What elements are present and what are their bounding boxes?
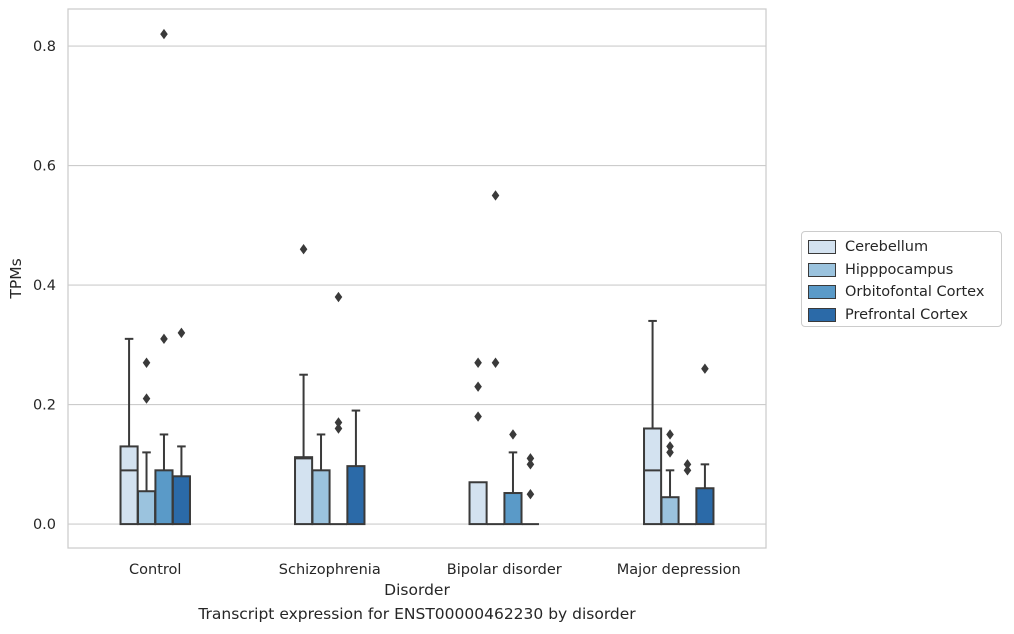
legend-swatch-prefrontal-cortex — [808, 307, 836, 322]
plot-area-frame — [67, 8, 767, 549]
box-element — [486, 190, 505, 526]
outlier-point — [666, 447, 674, 458]
outlier-point — [142, 357, 151, 368]
box-iqr — [346, 465, 366, 526]
legend-swatch-orbitofrontal-cortex — [808, 285, 836, 300]
tick-labels: 0.0 0.2 0.4 0.6 0.8 Control Schizophrenia Bipol… — [33, 39, 741, 578]
box-element — [468, 357, 488, 526]
outlier-point — [526, 459, 535, 470]
box-iqr — [119, 445, 139, 526]
outlier-point — [474, 357, 482, 368]
outlier-point — [299, 244, 308, 255]
box-iqr — [311, 469, 331, 526]
outlier-point — [334, 291, 343, 303]
box-element — [136, 357, 157, 526]
y-tick-label: 0.0 — [33, 517, 56, 533]
figure-caption: Transcript expression for ENST0000046223… — [198, 605, 636, 623]
box-iqr — [660, 496, 680, 526]
legend-item-prefrontal-cortex: Prefrontal Cortex — [808, 304, 1001, 327]
box-iqr — [503, 492, 523, 526]
legend-label-orbitofrontal-cortex: Orbitofontal Cortex — [845, 284, 985, 301]
box-element — [660, 429, 680, 526]
outlier-point — [177, 327, 186, 339]
outlier-point — [509, 429, 517, 440]
y-axis-label: TPMs — [7, 258, 25, 299]
box-element — [695, 363, 715, 526]
box-iqr — [468, 481, 488, 526]
legend-label-hippocampus: Hipppocampus — [845, 261, 954, 278]
box-element — [311, 433, 331, 526]
outlier-point — [160, 333, 168, 345]
box-element — [503, 429, 523, 526]
box-element — [119, 337, 139, 526]
y-tick-label: 0.6 — [33, 159, 56, 175]
box-iqr — [154, 469, 174, 526]
y-tick-label: 0.4 — [33, 278, 56, 294]
box-plot-series — [119, 28, 715, 526]
outlier-point — [683, 465, 692, 476]
legend-item-cerebellum: Cerebellum — [808, 236, 1001, 259]
legend-swatch-hippocampus — [808, 262, 836, 277]
legend-item-hippocampus: Hipppocampus — [808, 259, 1001, 282]
box-iqr — [695, 487, 715, 526]
box-iqr — [171, 475, 191, 526]
outlier-point — [334, 423, 343, 434]
box-iqr — [643, 427, 663, 526]
outlier-point — [334, 417, 343, 428]
legend-label-cerebellum: Cerebellum — [845, 239, 929, 256]
legend: Cerebellum Hipppocampus Orbitofontal Cor… — [801, 231, 1002, 327]
box-element — [643, 319, 663, 526]
outlier-point — [526, 489, 535, 500]
outlier-point — [666, 441, 674, 452]
x-tick-label: Schizophrenia — [279, 562, 381, 578]
outlier-point — [666, 429, 674, 440]
box-element — [154, 28, 174, 526]
outlier-point — [474, 381, 482, 392]
box-element — [678, 459, 697, 526]
legend-item-orbitofrontal-cortex: Orbitofontal Cortex — [808, 281, 1001, 304]
x-tick-label: Control — [129, 562, 181, 578]
box-element — [294, 244, 314, 526]
outlier-point — [491, 357, 500, 368]
box-iqr — [294, 456, 314, 526]
legend-swatch-cerebellum — [808, 240, 836, 255]
box-element — [346, 409, 366, 526]
outlier-point — [526, 453, 535, 464]
outlier-point — [142, 393, 151, 404]
y-tick-label: 0.2 — [33, 398, 56, 414]
outlier-point — [491, 190, 500, 201]
box-element — [171, 327, 191, 526]
outlier-point — [683, 459, 692, 470]
x-axis-label: Disorder — [384, 581, 450, 599]
y-tick-label: 0.8 — [33, 39, 56, 55]
x-tick-label: Major depression — [617, 562, 741, 578]
outlier-point — [160, 28, 168, 40]
box-iqr — [136, 490, 157, 526]
legend-label-prefrontal-cortex: Prefrontal Cortex — [845, 306, 968, 323]
box-element — [521, 453, 539, 526]
outlier-point — [701, 363, 709, 374]
outlier-point — [474, 411, 482, 422]
box-element — [329, 291, 348, 526]
x-tick-label: Bipolar disorder — [447, 562, 562, 578]
